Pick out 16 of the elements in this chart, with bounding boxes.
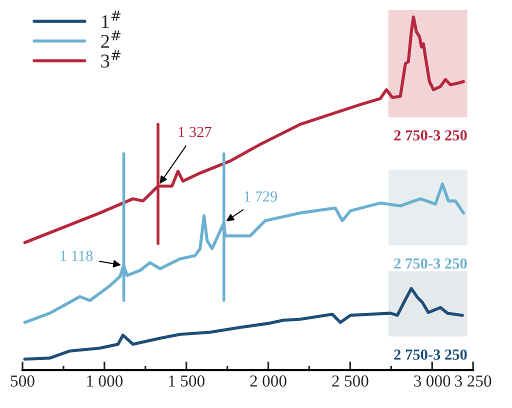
annotation: 1 729 (244, 191, 278, 202)
annotation: 2 750-3 250 (394, 349, 467, 360)
x-tick-label: 3 250 (455, 375, 492, 387)
annotation: 1 327 (178, 126, 212, 138)
annotation: 2 750-3 250 (394, 130, 467, 140)
x-tick-label: 1 000 (87, 375, 123, 387)
legend-label: 1$^{#}$ (102, 10, 121, 28)
x-tick-label: 2 000 (250, 375, 286, 387)
x-tick-label: 1 500 (169, 375, 204, 387)
annotation: 2 750-3 250 (394, 258, 467, 269)
x-tick-label: 500 (10, 375, 34, 387)
legend-label: 3$^{#}$ (101, 50, 121, 68)
x-tick-label: 2 500 (332, 375, 368, 387)
x-tick-label: 3 000 (414, 375, 450, 387)
legend-label: 2$^{#}$ (101, 30, 121, 48)
annotation: 1 118 (60, 250, 93, 262)
